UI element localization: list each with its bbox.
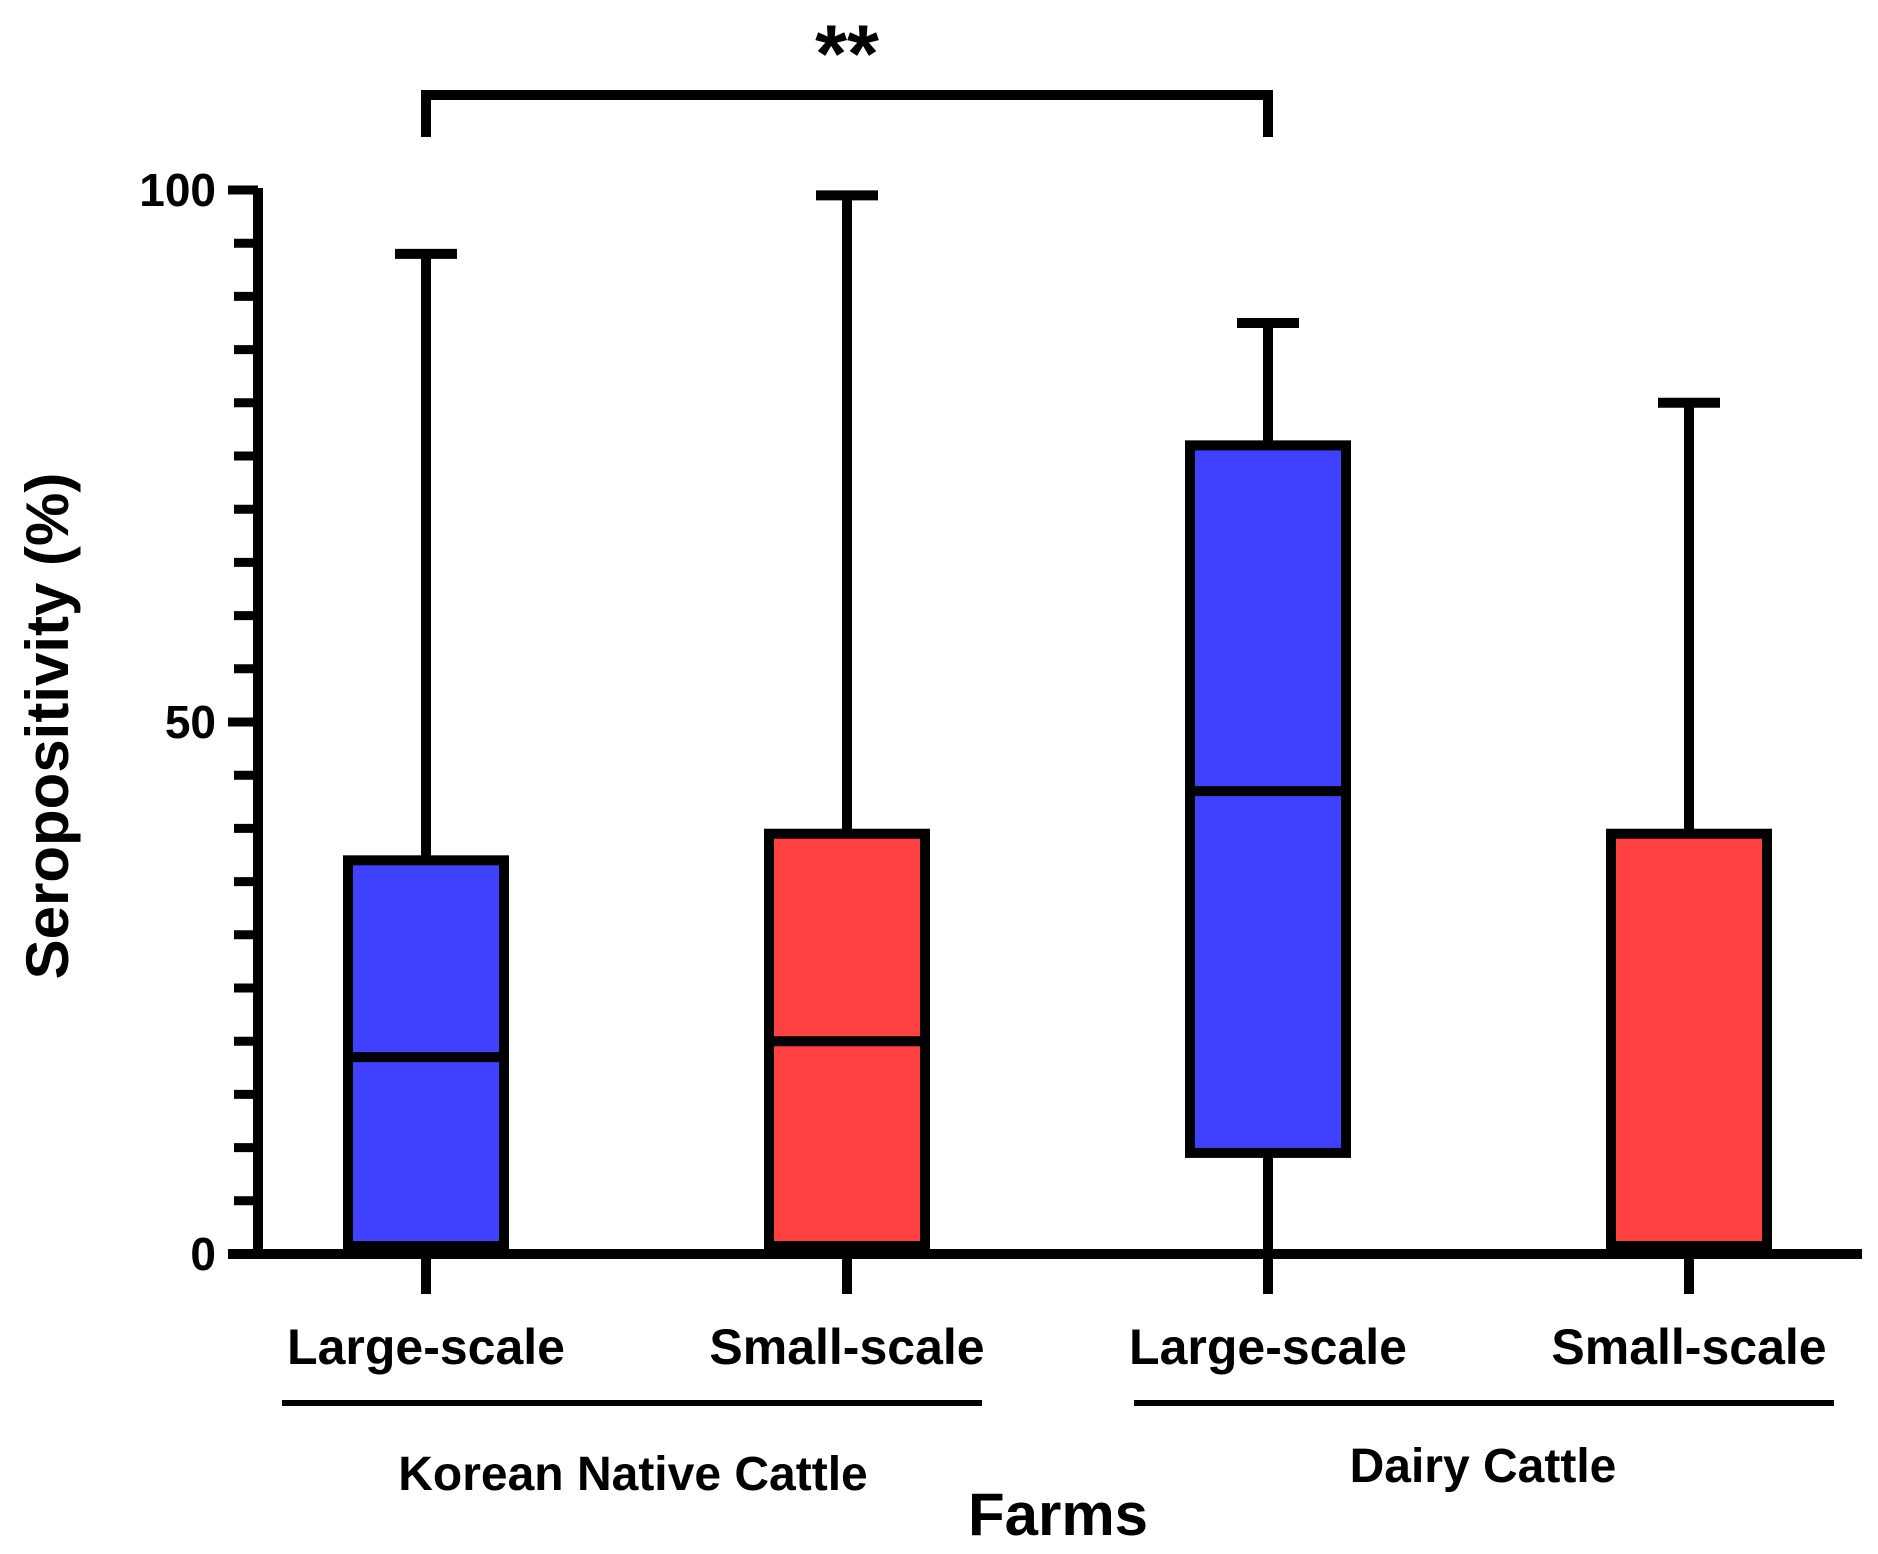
- boxes: [343, 190, 1772, 1254]
- y-tick-label: 0: [190, 1228, 216, 1280]
- x-tick-label: Large-scale: [287, 1319, 565, 1375]
- x-tick-label: Large-scale: [1129, 1319, 1407, 1375]
- box-plot-2: [764, 190, 930, 1251]
- significance-marker: **: [815, 9, 879, 100]
- group-label: Korean Native Cattle: [398, 1448, 867, 1501]
- box-plot-3: [1185, 318, 1351, 1254]
- axes: 0 50 100: [139, 164, 1862, 1294]
- x-tick-label: Small-scale: [1551, 1319, 1826, 1375]
- x-axis-title: Farms: [968, 1481, 1148, 1548]
- box-plot-1: [343, 248, 509, 1251]
- y-axis-title: Seropositivity (%): [14, 473, 81, 980]
- iqr-box: [1606, 828, 1772, 1251]
- group-label: Dairy Cattle: [1350, 1440, 1617, 1493]
- box-plot-4: [1606, 397, 1772, 1251]
- iqr-box: [1185, 440, 1351, 1158]
- y-tick-label: 100: [139, 164, 216, 216]
- significance-bracket: [421, 90, 1273, 137]
- y-tick-label: 50: [165, 696, 216, 748]
- labels: Seropositivity (%) Farms Large-scale Smal…: [14, 9, 1834, 1548]
- x-tick-label: Small-scale: [709, 1319, 984, 1375]
